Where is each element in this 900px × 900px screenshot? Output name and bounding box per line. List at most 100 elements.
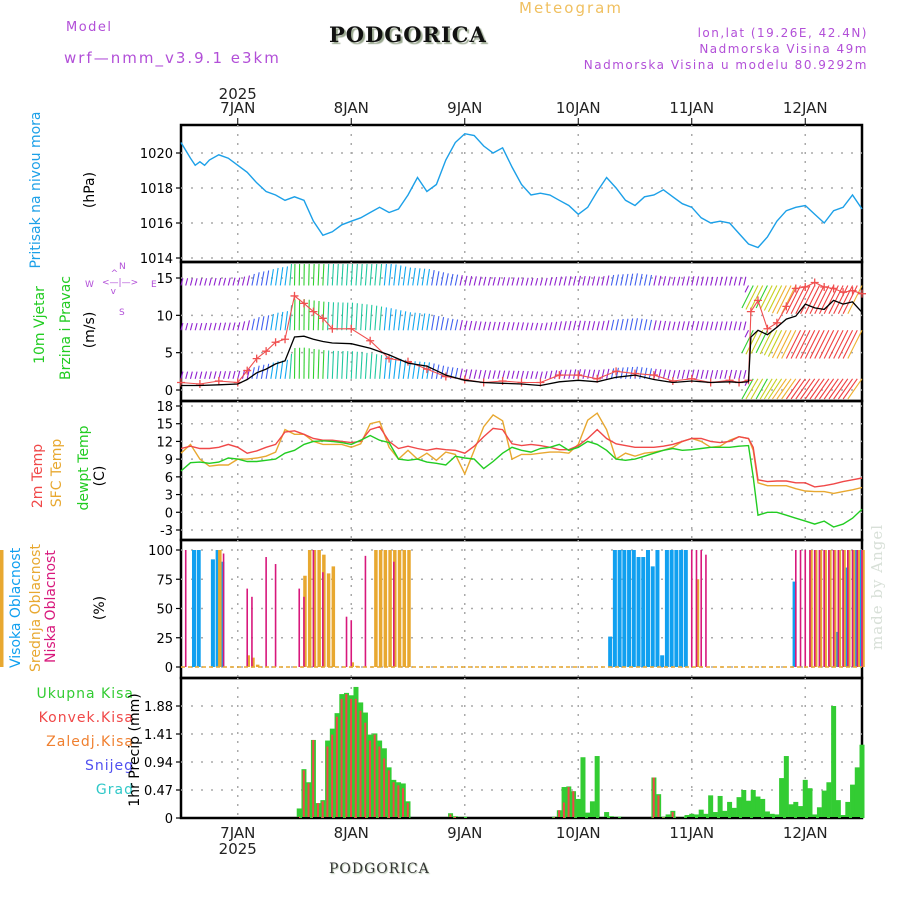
wind-gust-marker [366, 336, 375, 345]
wind-arrow [341, 263, 344, 286]
cloud-high-bar [835, 631, 840, 667]
wind-gust-marker [290, 291, 299, 300]
bottom-year-label: 2025 [219, 840, 257, 858]
legend-freezing-rain: Zaledj.Kisa [46, 734, 134, 750]
cloud-mid-bar [837, 550, 842, 667]
precip-total-bar [741, 790, 747, 818]
top-date-label: 10JAN [556, 99, 601, 117]
precip-total-bar [764, 811, 770, 818]
wind-gust-marker [271, 338, 280, 347]
wind-arrow [535, 322, 539, 331]
precip-total-bar [575, 798, 581, 818]
precip-convective-bar [302, 770, 305, 818]
wind-arrow [525, 322, 529, 331]
wind-gust-marker [746, 307, 755, 316]
wind-arrow [800, 285, 816, 314]
y-tick-label: 3 [165, 489, 173, 504]
wind-arrow [379, 263, 383, 286]
cloud-low-bar [350, 620, 353, 667]
precip-total-bar [783, 756, 789, 818]
wind-arrow [804, 285, 820, 314]
wind-arrow [800, 330, 816, 359]
wind-arrow [308, 263, 310, 286]
wind-arrow [426, 313, 431, 331]
wind-arrow [454, 319, 459, 331]
precip-convective-bar [567, 787, 570, 818]
wind-arrow [364, 263, 368, 286]
wind-arrow [208, 277, 212, 286]
wind-arrow [468, 320, 473, 331]
wind-arrow [355, 303, 358, 331]
wind-arrow [544, 277, 548, 286]
wind-arrow [572, 275, 577, 286]
wind-gust-marker [725, 376, 734, 385]
wind-gust-marker [555, 371, 564, 380]
precip-convective-bar [331, 734, 334, 818]
wind-arrow [767, 285, 783, 313]
wind-arrow [369, 304, 373, 331]
cloud-high-bar [664, 550, 669, 667]
wind-arrow [431, 314, 435, 331]
wind-arrow [710, 276, 714, 286]
y-tick-label: 0.47 [144, 784, 173, 799]
wind-arrow [847, 285, 863, 314]
cloud-high-bar [655, 550, 660, 667]
wind-arrow [223, 277, 227, 286]
cloud-high-bar [196, 550, 201, 667]
wind-arrow [416, 268, 421, 286]
wind-arrow [563, 369, 567, 379]
wind-arrow [681, 321, 685, 331]
wind-arrow [241, 276, 246, 286]
wind-arrow [312, 349, 315, 379]
wind-arrow [185, 278, 189, 286]
cloud-high-bar [641, 557, 646, 667]
precip-convective-bar [454, 816, 457, 818]
wind-arrow [251, 318, 255, 331]
wind-arrow [241, 321, 246, 331]
wind-speed-line [181, 299, 863, 387]
wind-arrow [374, 354, 378, 379]
wind-arrow [322, 263, 325, 286]
wind-arrow [511, 370, 515, 379]
precip-total-bar [854, 767, 860, 818]
bottom-date-label: 7JAN [220, 824, 255, 842]
wind-arrow [360, 263, 363, 286]
wind-arrow [667, 321, 671, 331]
wind-gust-marker [299, 299, 308, 308]
wind-arrow [759, 378, 773, 400]
wind-gust-marker [848, 286, 857, 295]
y-tick-label: 0.94 [144, 756, 173, 771]
wind-arrow [237, 322, 241, 331]
wind-arrow [506, 370, 510, 379]
model-name: wrf—nmm_v3.9.1 e3km [64, 49, 281, 67]
wind-arrow [478, 276, 482, 286]
y-tick-label: 9 [165, 453, 173, 468]
wind-arrow [823, 285, 839, 314]
wind-arrow [492, 370, 496, 379]
wind-arrow [194, 371, 198, 379]
wind-arrow [743, 276, 747, 286]
precip-convective-bar [321, 801, 324, 818]
cloud-high-bar [627, 550, 632, 667]
wind-arrow [606, 320, 610, 331]
wind-arrow [648, 368, 653, 379]
wind-arrow [568, 320, 572, 331]
wind-arrow [189, 278, 193, 286]
precip-convective-bar [562, 802, 565, 818]
wind-arrow [738, 276, 742, 286]
wind-arrow [199, 322, 203, 331]
wind-arrow [795, 378, 811, 400]
wind-gust-marker [612, 367, 621, 376]
wind-arrow [620, 318, 624, 331]
wind-arrow [204, 278, 208, 286]
wind-arrow [393, 357, 397, 379]
precip-convective-bar [572, 791, 575, 818]
wind-arrow [610, 368, 615, 379]
precip-convective-bar [307, 783, 310, 818]
wind-arrow [459, 275, 463, 286]
precip-total-bar [826, 782, 832, 818]
wind-arrow [587, 320, 591, 331]
y-tick-label: 1.88 [144, 700, 173, 715]
wind-arrow [308, 299, 310, 331]
station-title: PODGORICA [329, 22, 487, 47]
